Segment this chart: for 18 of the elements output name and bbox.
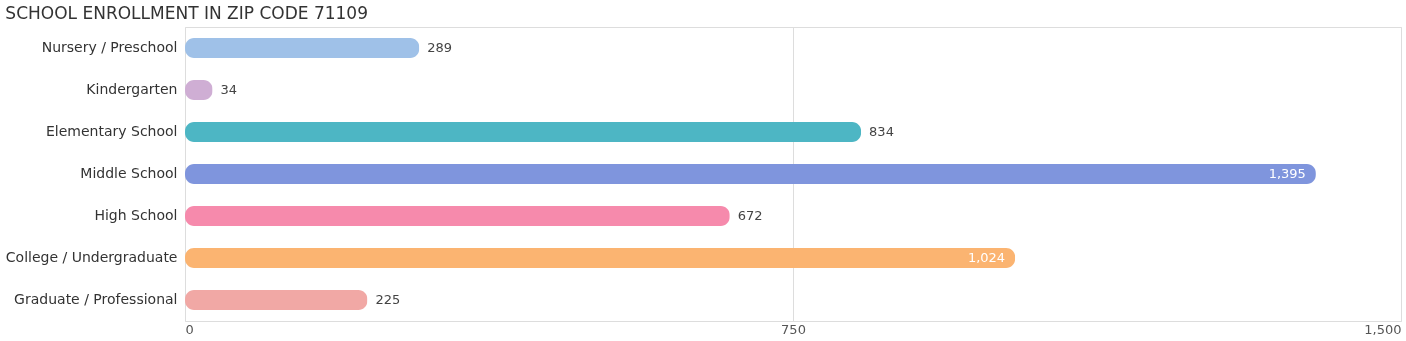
y-tick-label: College / Undergraduate — [5, 249, 178, 265]
data-label: 1,395 — [1268, 166, 1306, 181]
y-tick-label: Kindergarten — [86, 81, 178, 97]
x-tick-label: 750 — [781, 321, 806, 337]
y-tick-label: Nursery / Preschool — [41, 39, 178, 55]
y-tick-label: High School — [94, 207, 178, 223]
x-tick-label: 1,500 — [1364, 321, 1402, 337]
x-tick-label: 0 — [185, 321, 194, 337]
data-label: 225 — [375, 292, 401, 307]
chart-title: SCHOOL ENROLLMENT IN ZIP CODE 71109 — [5, 3, 368, 23]
data-label: 1,024 — [967, 250, 1006, 265]
data-label: 834 — [869, 124, 894, 139]
y-tick-label: Graduate / Professional — [14, 291, 178, 307]
data-label: 289 — [427, 40, 453, 55]
data-label: 34 — [220, 82, 238, 97]
y-tick-label: Middle School — [80, 165, 178, 181]
y-tick-label: Elementary School — [45, 123, 178, 139]
data-label: 672 — [737, 208, 763, 223]
